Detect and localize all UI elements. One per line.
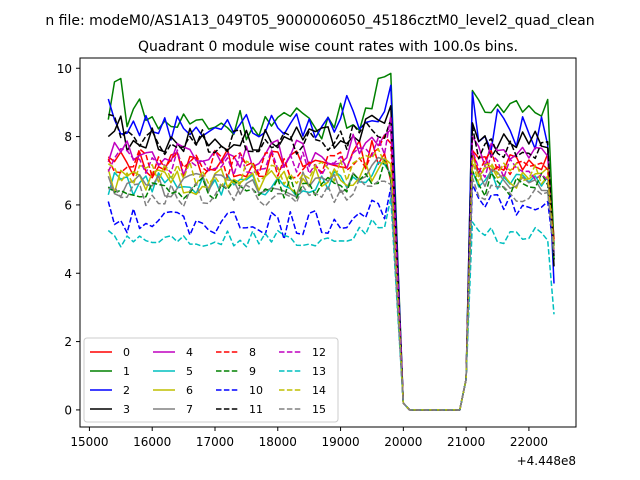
y-tick-label: 4 — [64, 267, 72, 281]
series-line-12 — [107, 115, 555, 411]
legend-label-0: 0 — [123, 346, 130, 359]
legend-label-10: 10 — [249, 384, 263, 397]
legend-label-4: 4 — [186, 346, 193, 359]
x-tick-label: 15000 — [70, 435, 108, 449]
legend-label-13: 13 — [312, 365, 326, 378]
y-tick-label: 8 — [64, 130, 72, 144]
y-tick-label: 0 — [64, 403, 72, 417]
legend-label-8: 8 — [249, 346, 256, 359]
legend-box — [83, 337, 339, 423]
legend-label-6: 6 — [186, 384, 193, 397]
y-tick-label: 2 — [64, 335, 72, 349]
series-line-15 — [108, 176, 555, 411]
series-line-3 — [107, 105, 555, 411]
x-tick-label: 22000 — [510, 435, 548, 449]
series-line-1 — [107, 72, 555, 411]
y-tick-label: 6 — [64, 198, 72, 212]
x-tick-label: 21000 — [447, 435, 485, 449]
plot-frame — [79, 57, 577, 428]
x-tick-label: 18000 — [259, 435, 297, 449]
figure-suptitle: n file: modeM0/AS1A13_049T05_9000006050_… — [45, 13, 594, 29]
x-axis-offset-label: +4.448e8 — [517, 454, 576, 468]
x-tick-label: 17000 — [196, 435, 234, 449]
legend-label-2: 2 — [123, 384, 130, 397]
legend-label-14: 14 — [312, 384, 326, 397]
series-line-9 — [107, 160, 555, 411]
series-line-11 — [108, 113, 555, 411]
legend-label-1: 1 — [123, 365, 130, 378]
legend-label-9: 9 — [249, 365, 256, 378]
x-tick-label: 16000 — [133, 435, 171, 449]
legend-label-7: 7 — [186, 403, 193, 416]
x-tick-label: 19000 — [321, 435, 359, 449]
y-tick-label: 10 — [57, 62, 72, 76]
series-line-14 — [107, 148, 555, 411]
series-line-8 — [107, 135, 555, 411]
legend-label-11: 11 — [249, 403, 263, 416]
chart-title: Quadrant 0 module wise count rates with … — [138, 39, 518, 55]
series-line-10 — [107, 183, 555, 411]
series-line-5 — [107, 161, 555, 411]
series-lines — [107, 72, 555, 411]
series-line-6 — [107, 152, 555, 411]
legend-label-12: 12 — [312, 346, 326, 359]
series-line-13 — [107, 197, 555, 411]
legend-label-15: 15 — [312, 403, 326, 416]
legend-label-3: 3 — [123, 403, 130, 416]
x-axis: 15000 16000 17000 18000 19000 20000 21000 22000 — [70, 427, 548, 449]
series-line-7 — [107, 156, 555, 411]
x-tick-label: 20000 — [384, 435, 422, 449]
y-axis: 0 2 4 6 8 10 — [57, 62, 80, 417]
legend-label-5: 5 — [186, 365, 193, 378]
